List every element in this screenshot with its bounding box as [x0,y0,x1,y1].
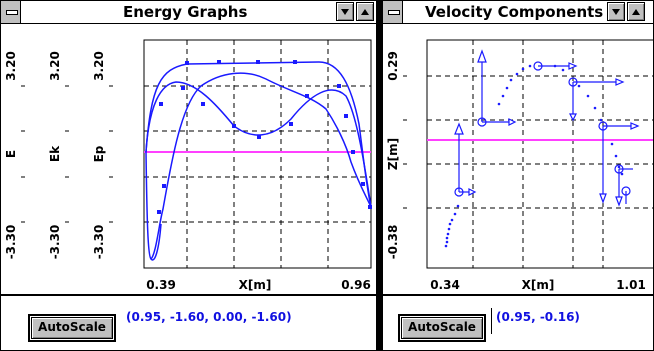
velocity-plot-area[interactable]: 0.29 Z[m] -0.38 0.34 X[m] 1.01 [383,24,653,296]
velocity-x-axis-label: X[m] [522,278,555,292]
minimize-arrow-icon[interactable] [607,2,625,21]
velocity-x-min-label: 0.34 [430,278,460,292]
z-axis-max-label: 0.29 [386,51,400,81]
energy-cursor-readout: (0.95, -1.60, 0.00, -1.60) [126,310,292,324]
maximize-arrow-icon[interactable] [356,2,374,21]
energy-x-max-label: 0.96 [341,278,371,292]
ep-axis-max-label: 3.20 [92,51,106,81]
kinetic-energy-loop [145,151,162,261]
energy-x-axis-label: X[m] [239,278,272,292]
readout-divider [491,308,492,334]
energy-autoscale-button[interactable]: AutoScale [28,314,116,342]
energy-titlebar[interactable]: Energy Graphs [1,1,376,24]
ep-axis-label: Ep [92,145,106,162]
system-menu-icon[interactable] [383,1,403,23]
velocity-cursor-readout: (0.95, -0.16) [496,310,580,324]
velocity-x-max-label: 1.01 [616,278,646,292]
system-menu-icon[interactable] [1,1,21,23]
ek-axis-label: Ek [48,145,62,162]
velocity-components-window: Velocity Components [382,0,654,351]
velocity-autoscale-button[interactable]: AutoScale [398,314,486,342]
energy-x-min-label: 0.39 [146,278,176,292]
energy-graphs-window: Energy Graphs [0,0,377,351]
ep-axis-min-label: -3.30 [92,225,106,260]
e-axis-label: E [4,150,18,158]
energy-status-area: AutoScale (0.95, -1.60, 0.00, -1.60) [1,296,376,350]
z-axis-min-label: -0.38 [386,225,400,260]
energy-window-title: Energy Graphs [123,3,248,21]
velocity-status-area: AutoScale (0.95, -0.16) [383,296,653,350]
velocity-window-title: Velocity Components [425,3,604,21]
z-axis-label: Z[m] [386,138,400,170]
minimize-arrow-icon[interactable] [336,2,354,21]
velocity-titlebar[interactable]: Velocity Components [383,1,653,24]
ek-axis-min-label: -3.30 [48,225,62,260]
kinetic-energy-curve [150,72,372,260]
ek-axis-max-label: 3.20 [48,51,62,81]
e-axis-min-label: -3.30 [4,225,18,260]
energy-plot-area[interactable]: 3.20 E -3.30 3.20 Ek -3.30 3.20 Ep -3.30… [1,24,376,296]
e-axis-max-label: 3.20 [4,51,18,81]
potential-energy-curve [145,81,372,208]
maximize-arrow-icon[interactable] [627,2,645,21]
